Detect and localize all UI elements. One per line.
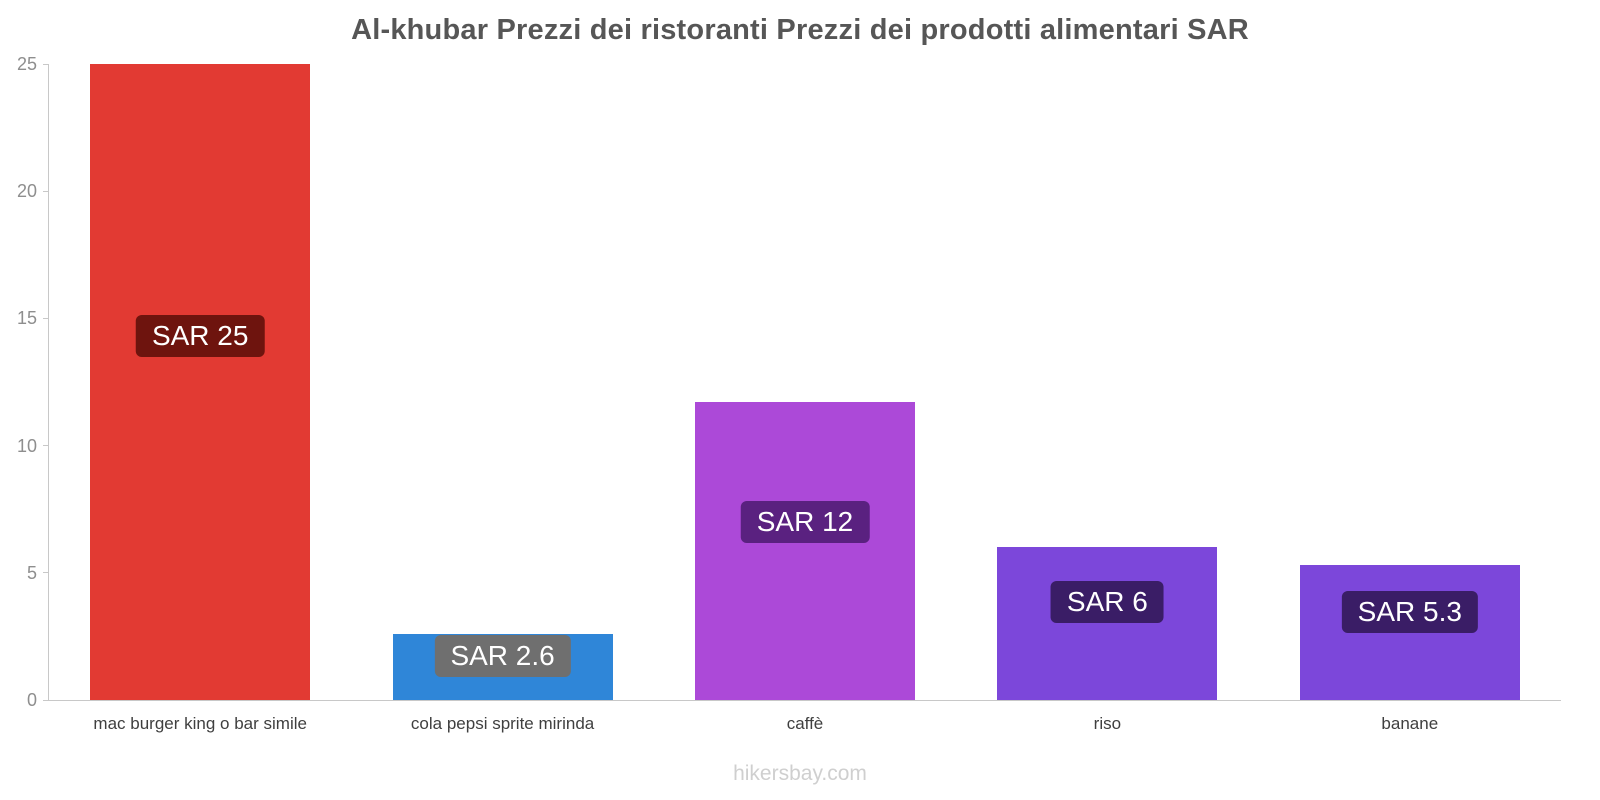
y-tick-mark: [43, 63, 49, 65]
bar: SAR 12: [695, 402, 915, 700]
y-tick-mark: [43, 699, 49, 701]
bar: SAR 2.6: [392, 633, 613, 700]
bar-value-badge: SAR 6: [1050, 581, 1164, 624]
y-tick-label: 10: [16, 435, 37, 456]
watermark: hikersbay.com: [733, 762, 867, 785]
bar-value-badge: SAR 25: [135, 315, 265, 358]
bar: SAR 25: [90, 64, 311, 700]
y-tick-label: 25: [16, 54, 37, 74]
y-tick-mark: [43, 317, 49, 319]
y-tick-mark: [43, 445, 49, 447]
plot-area: 0 5 10 15 20 25 SAR 25 mac burger king o bar si…: [17, 54, 1561, 733]
y-tick-label: 20: [16, 181, 37, 202]
y-tick-label: 5: [26, 562, 37, 583]
x-category-label: riso: [1093, 714, 1122, 733]
y-tick-label: 15: [16, 308, 37, 329]
y-tick-mark: [43, 572, 49, 574]
x-category-label: mac burger king o bar simile: [93, 714, 307, 733]
bar: SAR 6: [997, 547, 1218, 700]
bar-value-badge: SAR 2.6: [434, 634, 571, 677]
y-tick-label: 0: [26, 690, 37, 710]
bar-value-badge: SAR 5.3: [1341, 590, 1478, 633]
bar: SAR 5.3: [1299, 565, 1520, 700]
x-category-label: banane: [1381, 714, 1439, 733]
bar-value-badge: SAR 12: [740, 501, 870, 544]
x-category-label: cola pepsi sprite mirinda: [410, 714, 595, 733]
x-category-label: caffè: [786, 714, 824, 733]
y-tick-mark: [43, 190, 49, 192]
chart-title: Al-khubar Prezzi dei ristoranti Prezzi d…: [351, 14, 1249, 46]
